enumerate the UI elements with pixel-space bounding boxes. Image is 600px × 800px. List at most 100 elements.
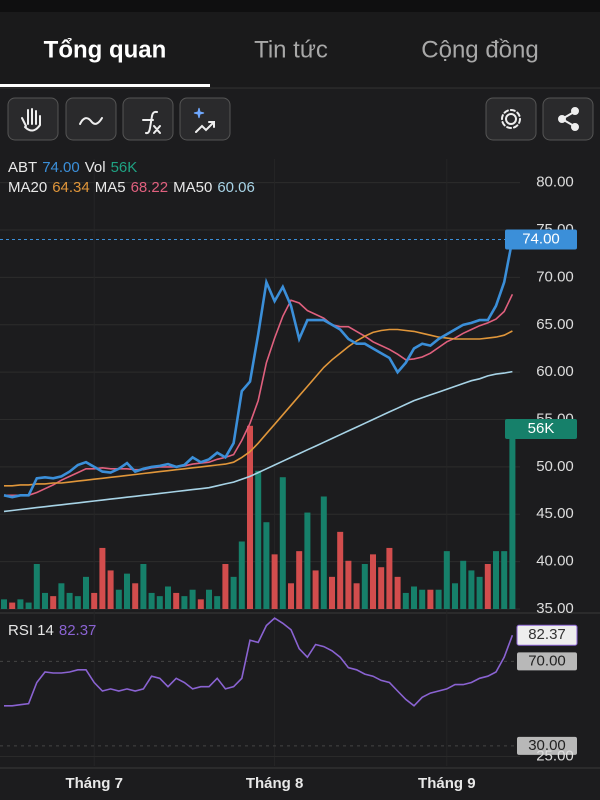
volume-bar <box>288 583 294 609</box>
chart-icon <box>195 121 215 133</box>
legend-text: 56K <box>111 159 138 176</box>
volume-bar <box>484 564 491 609</box>
legend-text: 74.00 <box>42 159 80 176</box>
volume-bar <box>460 560 467 609</box>
share-button[interactable] <box>542 97 594 141</box>
tab-underline <box>0 84 210 87</box>
tab[interactable]: Cộng đồng <box>421 36 538 63</box>
volume-bar <box>476 576 483 609</box>
volume-bar <box>247 425 253 609</box>
volume-bar <box>386 547 393 609</box>
y-tick-label: 40.00 <box>536 553 574 570</box>
share-node <box>558 115 566 123</box>
price-line <box>3 239 514 499</box>
gear-icon <box>505 113 517 125</box>
volume-bar <box>1 599 7 609</box>
legend-text: 64.34 <box>52 179 90 196</box>
tab[interactable]: Tổng quan <box>44 36 167 63</box>
volume-bar <box>238 541 245 609</box>
last-price-label: 74.00 <box>522 230 560 247</box>
volume-bar <box>312 570 319 609</box>
volume-bar <box>370 554 376 609</box>
rsi-level-box <box>517 736 577 755</box>
volume-bar <box>115 589 122 609</box>
y-tick-label: 25.00 <box>536 747 574 764</box>
legend-text: 68.22 <box>131 179 169 196</box>
rsi-legend: RSI 14 <box>8 622 54 639</box>
sparkle-icon <box>193 107 205 119</box>
line-button[interactable] <box>65 97 117 141</box>
volume-bar <box>140 564 147 609</box>
y-tick-label: 35.00 <box>536 600 574 617</box>
rsi-level-label: 30.00 <box>528 737 566 754</box>
legend-text: MA5 <box>95 179 126 196</box>
gear-teeth <box>501 109 521 129</box>
volume-bar <box>33 564 40 609</box>
volume-bar <box>378 567 385 609</box>
volume-bar <box>214 596 221 609</box>
wave-icon <box>79 117 103 125</box>
price-line <box>4 328 513 487</box>
x-tick-label: Tháng 9 <box>418 775 476 792</box>
volume-bar <box>320 496 327 609</box>
volume-bar <box>107 570 114 609</box>
volume-bar <box>263 522 270 609</box>
volume-bar <box>353 583 360 609</box>
legend-text: ABT <box>8 159 37 176</box>
rsi-level-label: 70.00 <box>528 652 566 669</box>
ai-button[interactable] <box>179 97 231 141</box>
volume-bar <box>181 596 188 609</box>
legend-text: MA20 <box>8 179 47 196</box>
x-tick-label: Tháng 8 <box>246 775 304 792</box>
share-node <box>571 107 579 115</box>
rsi-level-box <box>517 652 577 671</box>
volume-bar <box>493 551 499 609</box>
volume-bar <box>394 576 401 609</box>
last-volume-label: 56K <box>528 420 555 437</box>
volume-bar <box>148 592 155 609</box>
rsi-last-label: 82.37 <box>528 626 566 643</box>
volume-bar <box>74 596 81 609</box>
volume-bar <box>468 570 475 609</box>
toolbar-icons <box>21 107 579 135</box>
rsi-line <box>4 617 514 707</box>
volume-bar <box>42 592 48 609</box>
legend-text: MA50 <box>173 179 212 196</box>
volume-bar <box>66 592 73 609</box>
tab[interactable]: Tin tức <box>254 36 328 63</box>
y-tick-label: 65.00 <box>536 316 574 333</box>
volume-bar <box>230 576 237 609</box>
rsi-last-box <box>516 624 578 646</box>
tab-bar <box>0 12 600 88</box>
volume-bar <box>132 583 139 609</box>
volume-bar <box>329 576 335 609</box>
volume-bar <box>345 560 352 609</box>
volume-bar <box>173 592 180 609</box>
volume-bar <box>435 589 442 609</box>
volume-bar <box>50 596 57 609</box>
volume-bar <box>222 564 229 609</box>
volume-bar <box>255 470 262 609</box>
volume-bar <box>25 602 32 609</box>
volume-bar <box>279 477 286 609</box>
y-tick-label: 50.00 <box>536 458 574 475</box>
toolbar <box>7 97 594 141</box>
volume-bar <box>501 551 508 609</box>
rsi-legend: 82.37 <box>59 622 97 639</box>
fx-icon <box>142 110 161 135</box>
volume-bar <box>58 583 65 609</box>
volume-bar <box>91 592 98 609</box>
x-tick-label: Tháng 7 <box>65 775 123 792</box>
volume-bar <box>189 589 196 609</box>
volume-bar <box>206 589 212 609</box>
y-tick-label: 45.00 <box>536 505 574 522</box>
y-tick-label: 70.00 <box>536 268 574 285</box>
price-line <box>4 293 514 497</box>
y-tick-label: 80.00 <box>536 174 574 191</box>
last-price-box <box>505 229 577 250</box>
volume-bar <box>411 586 417 609</box>
share-node <box>571 123 579 131</box>
volume-bar <box>156 596 163 609</box>
settings-button[interactable] <box>485 97 537 141</box>
